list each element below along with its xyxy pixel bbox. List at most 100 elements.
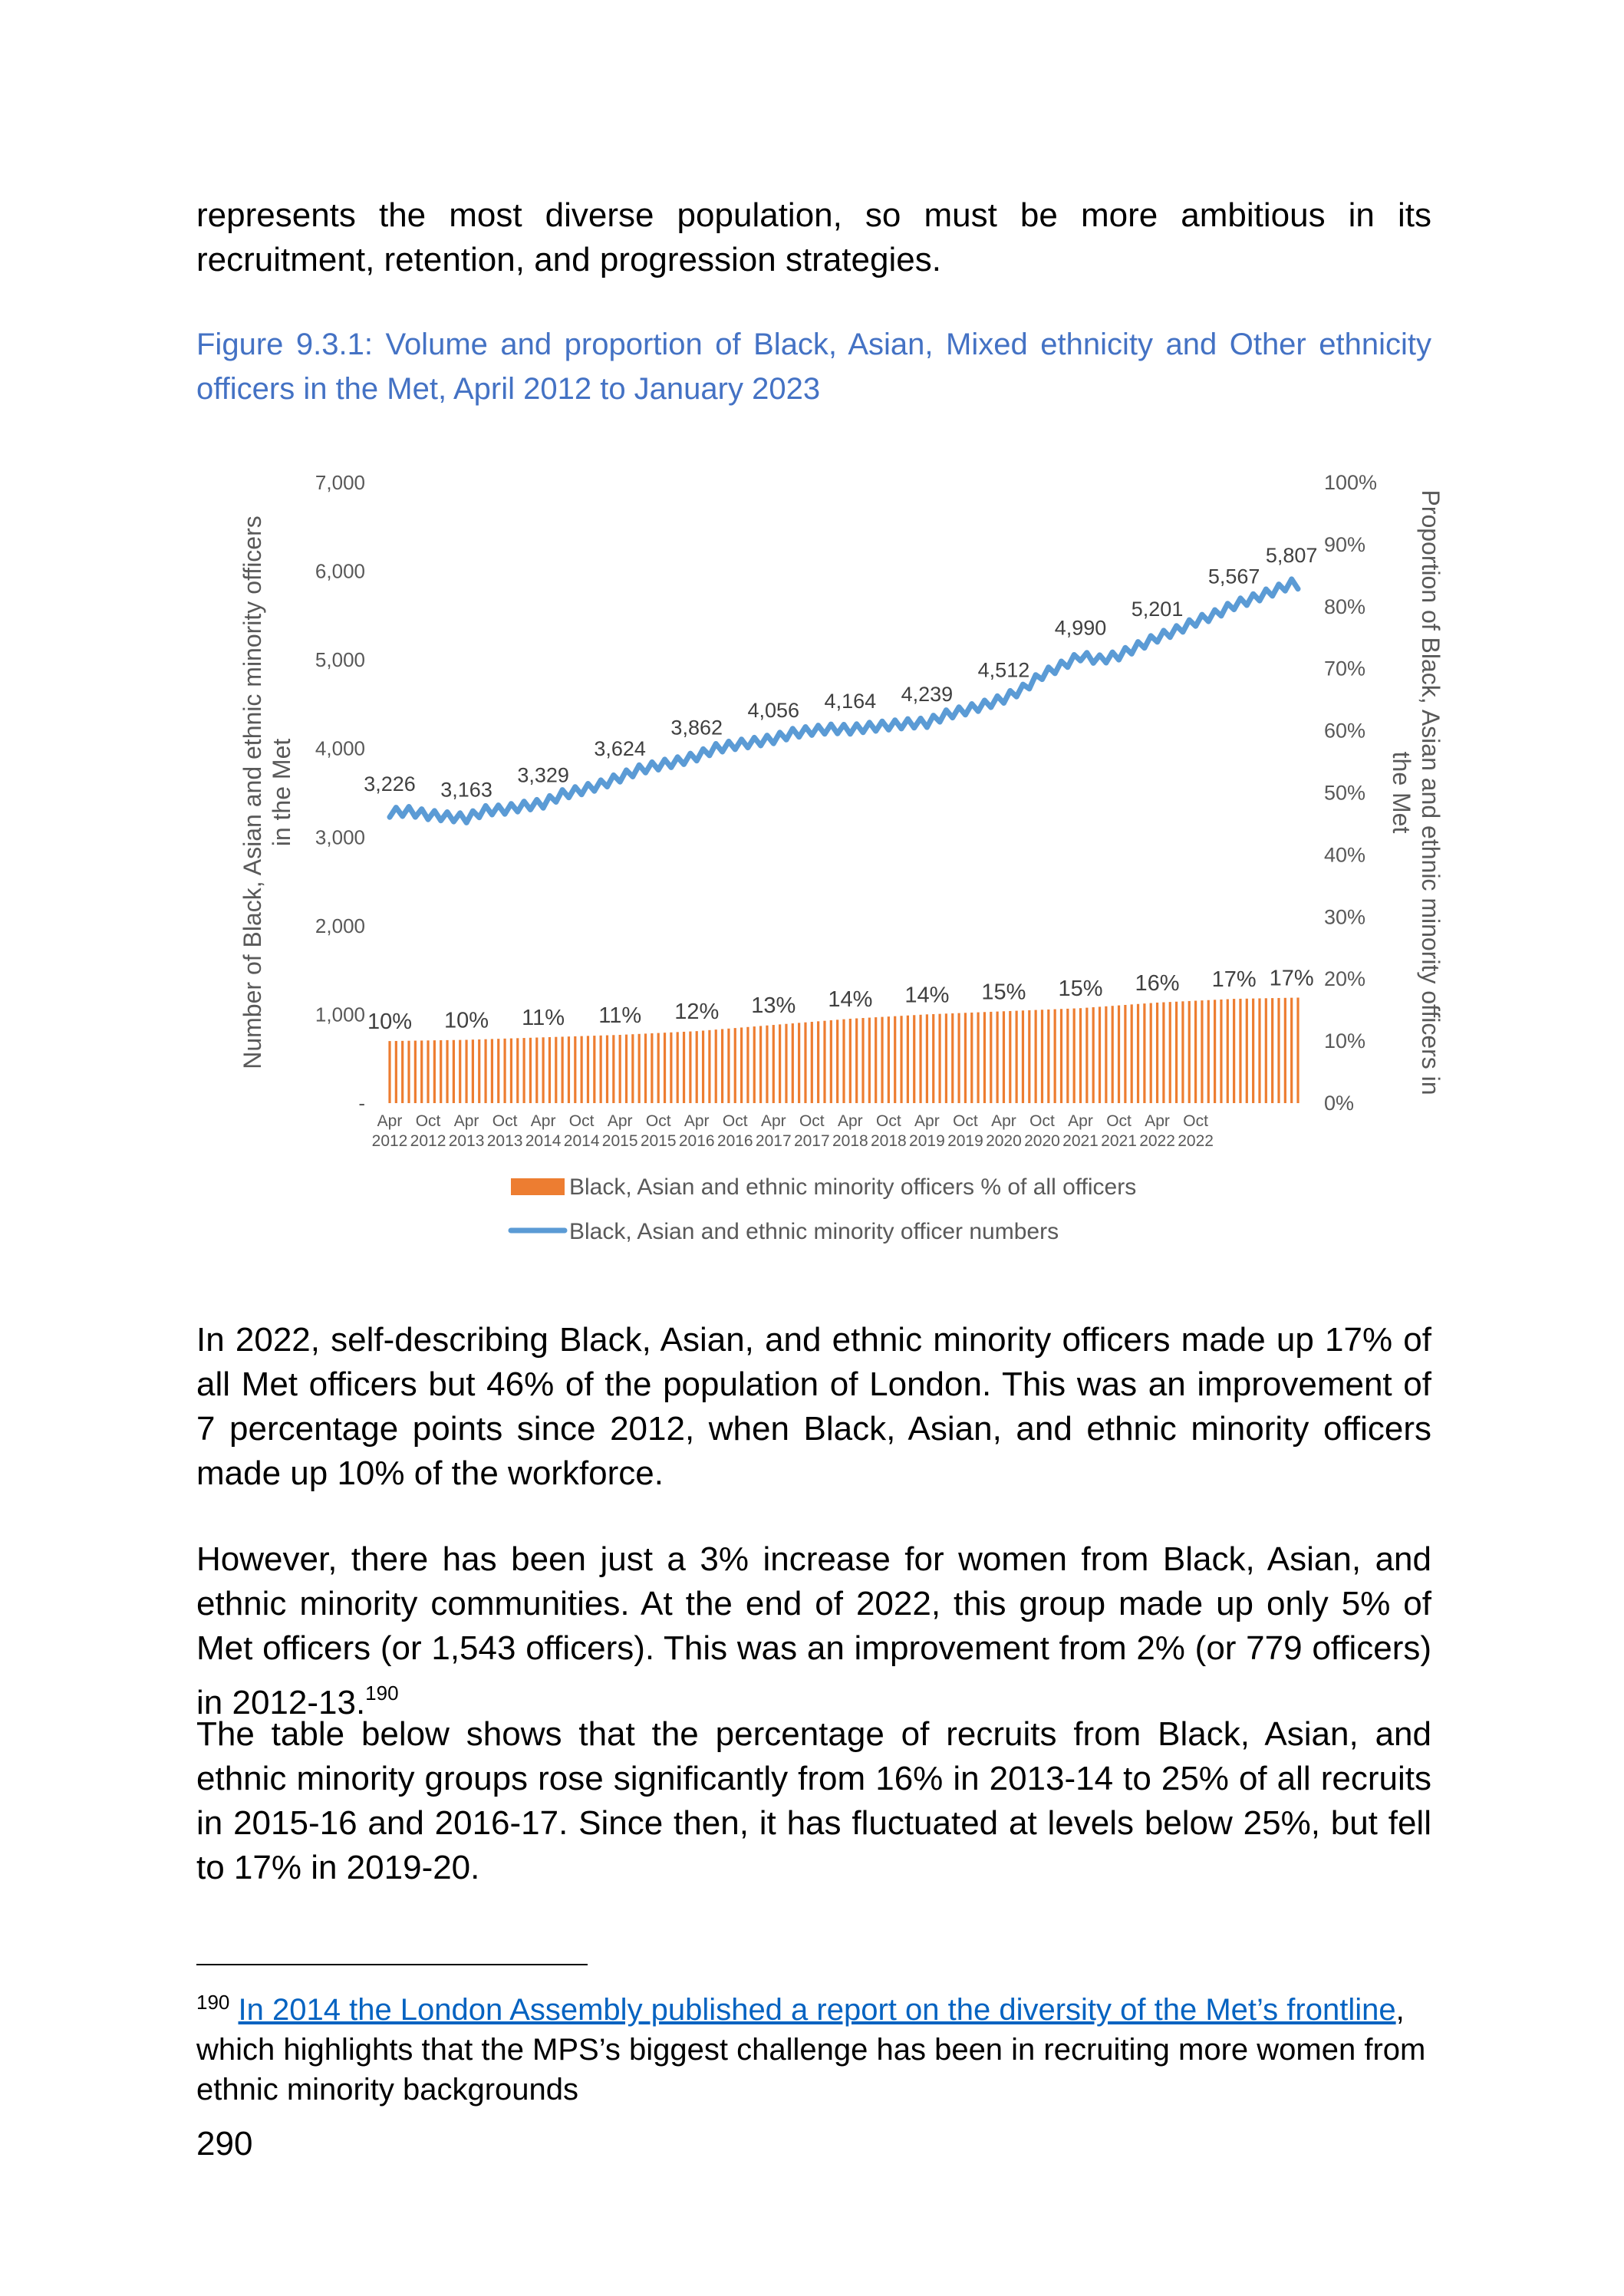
percent-bar: [1220, 999, 1223, 1103]
x-tick-year: 2022: [1139, 1132, 1175, 1150]
percent-bar: [1271, 998, 1274, 1103]
percent-bar: [1124, 1004, 1127, 1103]
number-data-label: 5,201: [1132, 598, 1184, 621]
percent-bar: [798, 1023, 801, 1103]
percent-bar: [1188, 1000, 1191, 1103]
percent-bar: [637, 1033, 641, 1103]
x-tick-month: Apr: [377, 1112, 403, 1130]
percent-bar: [440, 1040, 443, 1103]
x-tick-month: Apr: [991, 1112, 1016, 1130]
percent-bar: [868, 1017, 871, 1103]
x-tick-year: 2021: [1062, 1132, 1099, 1150]
percent-bar: [977, 1012, 980, 1103]
number-data-label: 3,226: [364, 772, 416, 796]
percent-bar: [759, 1026, 763, 1103]
footnote: 190 In 2014 the London Assembly publishe…: [196, 1982, 1431, 2110]
percent-bar: [618, 1035, 621, 1103]
percent-bar: [427, 1040, 430, 1103]
right-tick-label: 0%: [1324, 1092, 1354, 1115]
percent-bar: [555, 1036, 558, 1103]
number-data-label: 3,624: [594, 737, 646, 760]
percent-bar: [401, 1040, 404, 1103]
percent-bar: [1194, 1000, 1197, 1103]
percent-bar: [1252, 998, 1255, 1103]
percent-bar: [894, 1016, 897, 1103]
percent-bar: [631, 1034, 634, 1103]
percent-bar: [1283, 997, 1286, 1103]
percent-bar: [1258, 998, 1261, 1103]
percent-bar: [791, 1023, 794, 1103]
percent-bar: [580, 1036, 583, 1103]
percent-bar: [1130, 1004, 1133, 1103]
percent-bar: [670, 1032, 673, 1103]
left-tick-label: 6,000: [315, 560, 365, 583]
percent-bar: [829, 1020, 832, 1103]
footnote-reference[interactable]: 190: [365, 1682, 399, 1705]
percent-bar: [1162, 1002, 1165, 1103]
percent-bar: [1181, 1001, 1184, 1103]
number-data-label: 3,329: [517, 763, 569, 786]
percent-bar: [708, 1029, 711, 1103]
percent-bar: [842, 1019, 845, 1103]
left-tick-label: 5,000: [315, 648, 365, 671]
left-tick-label: 2,000: [315, 914, 365, 937]
percent-bar: [529, 1037, 532, 1103]
percent-data-label: 17%: [1270, 967, 1314, 991]
percent-bar: [1174, 1001, 1178, 1103]
percent-bar: [651, 1033, 654, 1103]
number-data-label: 4,056: [747, 699, 799, 722]
percent-bar: [516, 1038, 519, 1103]
percent-data-label: 11%: [522, 1006, 565, 1030]
right-tick-label: 100%: [1324, 471, 1377, 494]
percent-data-label: 15%: [981, 980, 1026, 1004]
percent-data-label: 16%: [1135, 971, 1180, 996]
percent-data-label: 17%: [1212, 967, 1257, 992]
legend-bar-label: Black, Asian and ethnic minority officer…: [569, 1174, 1136, 1200]
percent-bar: [567, 1036, 571, 1103]
x-tick-month: Oct: [646, 1112, 671, 1130]
footnote-link[interactable]: In 2014 the London Assembly published a …: [238, 1993, 1396, 2027]
percent-bar: [535, 1037, 539, 1103]
x-tick-month: Oct: [953, 1112, 978, 1130]
percent-bar: [1111, 1006, 1114, 1103]
percent-bar: [612, 1035, 615, 1103]
percent-bar: [1105, 1006, 1108, 1103]
number-data-label: 3,163: [440, 778, 492, 801]
x-tick-year: 2013: [487, 1132, 523, 1150]
percent-bar: [1047, 1009, 1050, 1103]
percent-bar: [676, 1032, 679, 1103]
percent-bar: [804, 1022, 807, 1103]
right-tick-label: 60%: [1324, 720, 1365, 743]
percent-bar: [1079, 1008, 1082, 1103]
percent-bar: [1239, 998, 1242, 1103]
percent-bar: [836, 1020, 839, 1103]
x-tick-year: 2016: [717, 1132, 753, 1150]
right-axis-title: Proportion of Black, Asian and ethnic mi…: [1388, 489, 1444, 1095]
percent-bar: [1028, 1010, 1031, 1103]
percent-bar: [1066, 1008, 1069, 1103]
footnote-number: 190: [196, 1991, 230, 2014]
footnote-text: , which highlights that the MPS’s bigges…: [196, 1993, 1426, 2107]
percent-bar: [1277, 997, 1280, 1103]
percent-bar: [919, 1014, 922, 1103]
percent-bar: [701, 1030, 705, 1103]
percent-bar: [624, 1034, 628, 1103]
x-tick-month: Apr: [684, 1112, 710, 1130]
percent-bar: [746, 1026, 749, 1103]
percent-bar: [465, 1039, 468, 1103]
x-tick-year: 2012: [372, 1132, 408, 1150]
percent-bar: [1245, 998, 1248, 1103]
percent-bar: [881, 1016, 884, 1103]
percent-data-label: 12%: [674, 1000, 719, 1024]
x-tick-month: Apr: [1068, 1112, 1093, 1130]
percent-data-label: 15%: [1058, 977, 1102, 1001]
body-paragraph-2-text: However, there has been just a 3% increa…: [196, 1540, 1431, 1721]
percent-bar: [593, 1036, 596, 1103]
right-tick-label: 50%: [1324, 782, 1365, 805]
left-tick-label: 4,000: [315, 737, 365, 760]
right-axis-title-line2: the Met: [1388, 752, 1415, 834]
percent-bar: [1009, 1010, 1012, 1103]
x-tick-month: Oct: [492, 1112, 518, 1130]
x-tick-year: 2019: [909, 1132, 945, 1150]
percent-bar: [663, 1033, 667, 1103]
